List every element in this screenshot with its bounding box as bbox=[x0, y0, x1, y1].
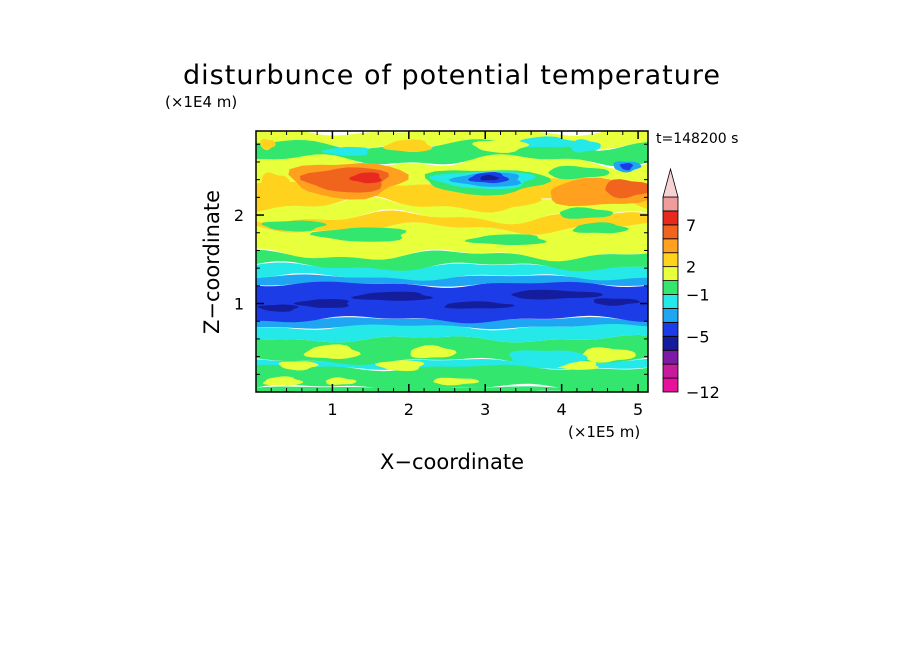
colorbar: 7 2 −1 −5 −12 bbox=[662, 167, 720, 402]
contour-blob-19 bbox=[573, 222, 629, 234]
contour-blob-13 bbox=[444, 301, 516, 309]
contour-blob-15 bbox=[593, 298, 641, 306]
contour-band-8 bbox=[256, 262, 648, 281]
colorbar-tick-label: −5 bbox=[686, 327, 710, 346]
contour-band-5 bbox=[256, 317, 648, 330]
colorbar-box bbox=[662, 280, 679, 295]
x-unit-label: (×1E5 m) bbox=[568, 423, 640, 441]
colorbar-box bbox=[662, 238, 679, 254]
contour-blob-2 bbox=[433, 377, 480, 386]
contour-blob-38 bbox=[516, 136, 580, 148]
contour-blob-18 bbox=[464, 234, 547, 245]
colorbar-box bbox=[662, 321, 679, 337]
chart-title: disturbunce of potential temperature bbox=[183, 60, 721, 91]
contour-blob-32 bbox=[480, 174, 500, 181]
contour-blob-9 bbox=[509, 350, 588, 369]
y-axis-label: Z−coordinate bbox=[200, 190, 224, 334]
colorbar-box bbox=[662, 349, 679, 365]
contour-blob-24 bbox=[349, 172, 382, 184]
colorbar-box bbox=[662, 377, 679, 393]
colorbar-tick-label: −12 bbox=[686, 383, 720, 402]
contour-blob-4 bbox=[375, 360, 425, 372]
contour-blob-27 bbox=[605, 179, 648, 199]
y-tick-label: 1 bbox=[234, 295, 244, 314]
contour-blob-16 bbox=[261, 220, 327, 232]
contour-band-12 bbox=[256, 196, 648, 225]
y-tick-label: 2 bbox=[234, 206, 244, 225]
contour-field bbox=[256, 131, 648, 392]
colorbar-box bbox=[662, 294, 679, 309]
contour-blob-35 bbox=[619, 162, 634, 171]
time-label: t=148200 s bbox=[656, 131, 738, 147]
contour-band-16 bbox=[256, 131, 648, 150]
colorbar-box bbox=[662, 196, 679, 212]
x-tick-label: 1 bbox=[327, 400, 337, 419]
contour-band-0 bbox=[256, 386, 648, 392]
colorbar-tick-label: 7 bbox=[686, 216, 696, 235]
contour-band-1 bbox=[256, 363, 648, 392]
contour-blob-8 bbox=[582, 347, 636, 363]
contour-blob-40 bbox=[260, 139, 276, 151]
y-unit-label: (×1E4 m) bbox=[165, 93, 237, 111]
contour-blob-6 bbox=[303, 344, 361, 359]
contour-blob-41 bbox=[472, 140, 529, 153]
contour-blob-0 bbox=[263, 376, 303, 386]
contour-band-9 bbox=[256, 249, 648, 272]
contour-blob-10 bbox=[257, 304, 299, 312]
y-axis-ticks: 12 bbox=[234, 143, 648, 375]
contour-band-4 bbox=[256, 322, 648, 343]
colorbar-box bbox=[662, 308, 679, 323]
x-axis-label: X−coordinate bbox=[380, 450, 524, 474]
contour-blob-12 bbox=[350, 291, 434, 301]
colorbar-box bbox=[662, 266, 679, 281]
x-axis-ticks: 1 2 3 4 5 bbox=[270, 131, 643, 419]
contour-blob-37 bbox=[382, 139, 433, 153]
colorbar-box bbox=[662, 252, 679, 268]
x-tick-label: 2 bbox=[404, 400, 414, 419]
x-tick-label: 5 bbox=[633, 400, 643, 419]
colorbar-box bbox=[662, 335, 679, 351]
contour-blob-20 bbox=[559, 207, 614, 219]
x-tick-label: 4 bbox=[557, 400, 567, 419]
contour-blob-33 bbox=[548, 165, 610, 180]
colorbar-overflow-triangle bbox=[662, 167, 679, 198]
colorbar-box bbox=[662, 210, 679, 226]
contour-blob-36 bbox=[320, 146, 369, 156]
plot-frame bbox=[255, 130, 649, 393]
x-tick-label: 3 bbox=[480, 400, 490, 419]
contour-blob-1 bbox=[325, 377, 357, 385]
contour-blob-21 bbox=[261, 172, 292, 207]
colorbar-tick-label: 2 bbox=[686, 258, 696, 277]
colorbar-box bbox=[662, 224, 679, 240]
colorbar-tick-label: −1 bbox=[686, 286, 710, 305]
contour-blob-14 bbox=[511, 289, 603, 300]
contour-blob-3 bbox=[278, 361, 319, 371]
colorbar-box bbox=[662, 363, 679, 379]
contour-blob-11 bbox=[293, 299, 350, 308]
contour-blob-7 bbox=[410, 345, 457, 359]
contour-blob-17 bbox=[309, 227, 407, 242]
contour-band-10 bbox=[256, 222, 648, 262]
contour-blob-39 bbox=[570, 139, 601, 153]
